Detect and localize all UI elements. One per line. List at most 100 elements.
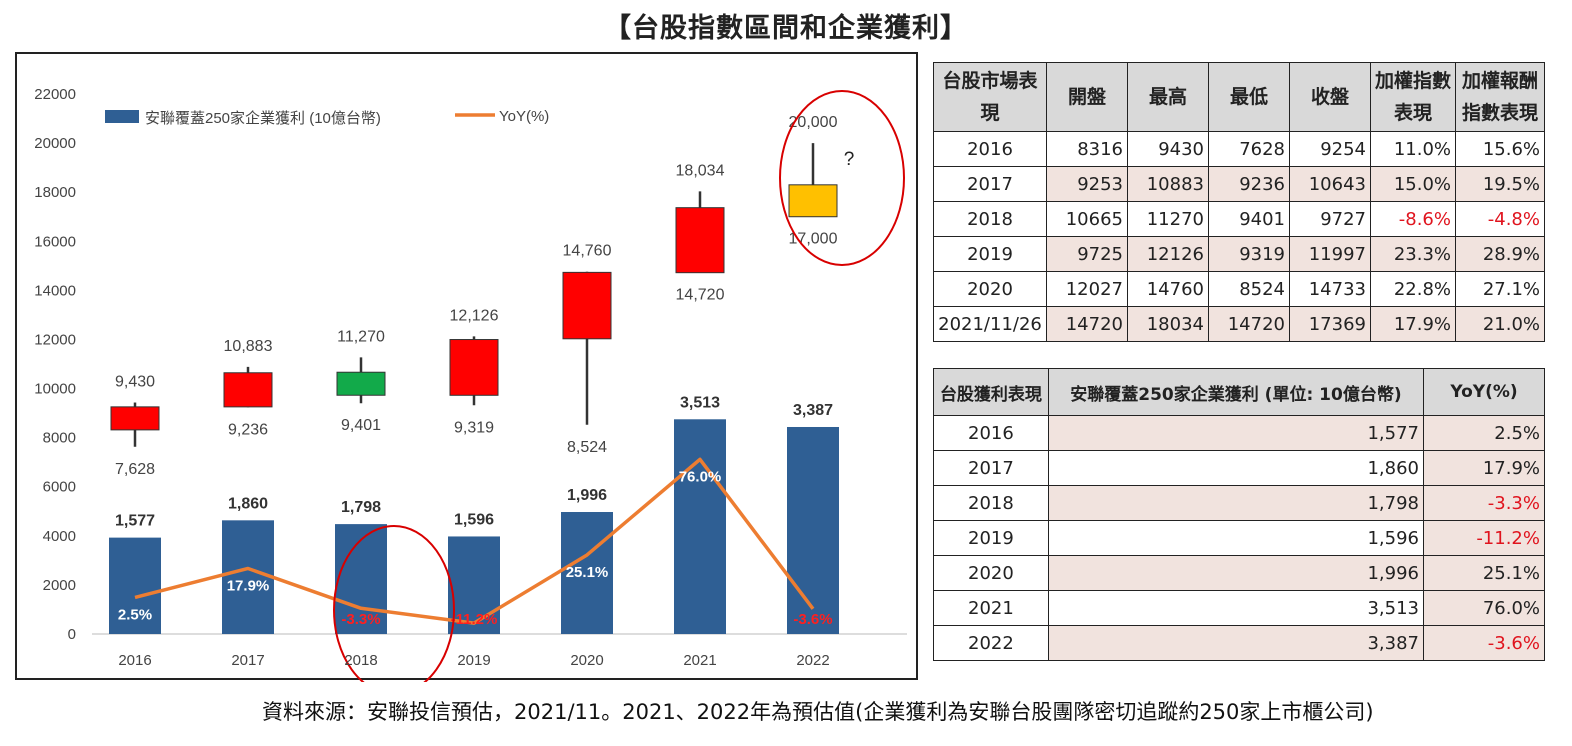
row-year: 2016 (933, 415, 1049, 451)
x-tick-label: 2019 (457, 652, 490, 669)
table-cell: -4.8% (1455, 201, 1545, 237)
table-cell: 28.9% (1455, 236, 1545, 272)
table-cell: 14733 (1289, 271, 1371, 307)
header-low: 最低 (1208, 62, 1290, 132)
candle-high-label: 20,000 (789, 114, 838, 131)
table-cell: 11997 (1289, 236, 1371, 272)
table-cell: -11.2% (1423, 520, 1545, 556)
table-cell: 1,596 (1047, 520, 1425, 556)
candle-low-label: 9,319 (454, 419, 494, 436)
candle-body (788, 184, 838, 218)
table-cell: 23.3% (1370, 236, 1456, 272)
table-cell: -3.3% (1423, 485, 1545, 521)
table-cell: 22.8% (1370, 271, 1456, 307)
x-tick-label: 2020 (570, 652, 603, 669)
table-cell: 1,860 (1047, 450, 1425, 486)
table-cell: 3,513 (1047, 590, 1425, 626)
x-tick-label: 2017 (231, 652, 264, 669)
table-cell: 18034 (1127, 306, 1209, 342)
row-year: 2020 (933, 555, 1049, 591)
profit-bar (448, 536, 500, 634)
candle-body (449, 339, 499, 396)
table-cell: 9253 (1046, 166, 1128, 202)
table-cell: 2.5% (1423, 415, 1545, 451)
source-footnote: 資料來源：安聯投信預估，2021/11。2021、2022年為預估值(企業獲利為… (262, 700, 1374, 724)
candle-high-label: 14,760 (563, 243, 612, 260)
candle-low-label: 8,524 (567, 439, 607, 456)
candle-high-label: 12,126 (450, 307, 499, 324)
table-cell: 9254 (1289, 131, 1371, 167)
table-cell: 15.0% (1370, 166, 1456, 202)
table-header-row: 台股獲利表現 安聯覆蓋250家企業獲利 (單位: 10億台幣) YoY(%) (933, 368, 1545, 416)
x-tick-label: 2021 (683, 652, 716, 669)
yoy-data-label: -3.6% (793, 611, 832, 628)
y-tick-label: 22000 (34, 86, 76, 103)
table-row: 2020 12027 14760 8524 14733 22.8% 27.1% (933, 271, 1545, 307)
page-title: 【台股指數區間和企業獲利】 (604, 13, 968, 44)
table-row: 2021/11/26 14720 18034 14720 17369 17.9% 21.0% (933, 306, 1545, 342)
candle-body (223, 372, 273, 408)
table-cell: 19.5% (1455, 166, 1545, 202)
legend-bar-label: 安聯覆蓋250家企業獲利 (10億台幣) (145, 109, 381, 127)
candle-body (110, 406, 160, 431)
bar-value-label: 1,577 (115, 513, 155, 530)
table-cell: 9319 (1208, 236, 1290, 272)
table-cell: 12126 (1127, 236, 1209, 272)
y-tick-label: 16000 (34, 233, 76, 250)
row-year: 2017 (933, 450, 1049, 486)
table-row: 2018 1,798 -3.3% (933, 485, 1545, 521)
table-row: 2018 10665 11270 9401 9727 -8.6% -4.8% (933, 201, 1545, 237)
table-row: 2020 1,996 25.1% (933, 555, 1545, 591)
header-close: 收盤 (1289, 62, 1371, 132)
candle-low-label: 7,628 (115, 461, 155, 478)
candle-body (336, 371, 386, 396)
bar-value-label: 3,513 (680, 394, 720, 411)
header-high: 最高 (1127, 62, 1209, 132)
row-year: 2021 (933, 590, 1049, 626)
candlestick-profit-chart: 0 2000 4000 6000 8000 10000 12000 14000 16000 180… (34, 86, 907, 682)
y-tick-label: 8000 (43, 430, 76, 447)
header-earnings: 安聯覆蓋250家企業獲利 (單位: 10億台幣) (1047, 368, 1425, 416)
table-row: 2016 8316 9430 7628 9254 11.0% 15.6% (933, 131, 1545, 167)
row-year: 2022 (933, 625, 1049, 661)
bar-value-label: 3,387 (793, 402, 833, 419)
row-year: 2018 (933, 485, 1049, 521)
table-row: 2022 3,387 -3.6% (933, 625, 1545, 661)
profit-bar (222, 520, 274, 634)
bar-value-label: 1,596 (454, 511, 494, 528)
table-cell: 10643 (1289, 166, 1371, 202)
candle-body (562, 271, 612, 340)
bar-value-label: 1,860 (228, 495, 268, 512)
header-market: 台股市場表現 (933, 62, 1047, 132)
header-profit: 台股獲利表現 (933, 368, 1049, 416)
table-cell: -3.6% (1423, 625, 1545, 661)
table-cell: 76.0% (1423, 590, 1545, 626)
table-row: 2019 1,596 -11.2% (933, 520, 1545, 556)
candle-body (675, 207, 725, 274)
header-total-return: 加權報酬指數表現 (1455, 62, 1545, 132)
y-tick-label: 18000 (34, 184, 76, 201)
question-annotation: ? (844, 149, 855, 170)
yoy-data-label: -3.3% (341, 611, 380, 628)
y-tick-label: 4000 (43, 528, 76, 545)
table-header-row: 台股市場表現 開盤 最高 最低 收盤 加權指數表現 加權報酬指數表現 (933, 62, 1545, 132)
table-cell: 1,577 (1047, 415, 1425, 451)
y-tick-label: 2000 (43, 577, 76, 594)
candle-high-label: 11,270 (337, 328, 385, 345)
table-cell: 8524 (1208, 271, 1290, 307)
yoy-data-label: 2.5% (118, 606, 152, 623)
candle-high-label: 10,883 (224, 338, 273, 355)
highlight-circle-2018 (333, 525, 455, 682)
table-cell: 11270 (1127, 201, 1209, 237)
row-year: 2017 (933, 166, 1047, 202)
yoy-data-label: -11.2% (451, 611, 498, 628)
row-year: 2018 (933, 201, 1047, 237)
header-yoy: YoY(%) (1423, 368, 1545, 416)
y-tick-label: 10000 (34, 381, 76, 398)
table-cell: -8.6% (1370, 201, 1456, 237)
candle-low-label: 9,236 (228, 421, 268, 438)
table-cell: 11.0% (1370, 131, 1456, 167)
table-row: 2019 9725 12126 9319 11997 23.3% 28.9% (933, 236, 1545, 272)
row-year: 2021/11/26 (933, 306, 1047, 342)
table-cell: 17.9% (1423, 450, 1545, 486)
